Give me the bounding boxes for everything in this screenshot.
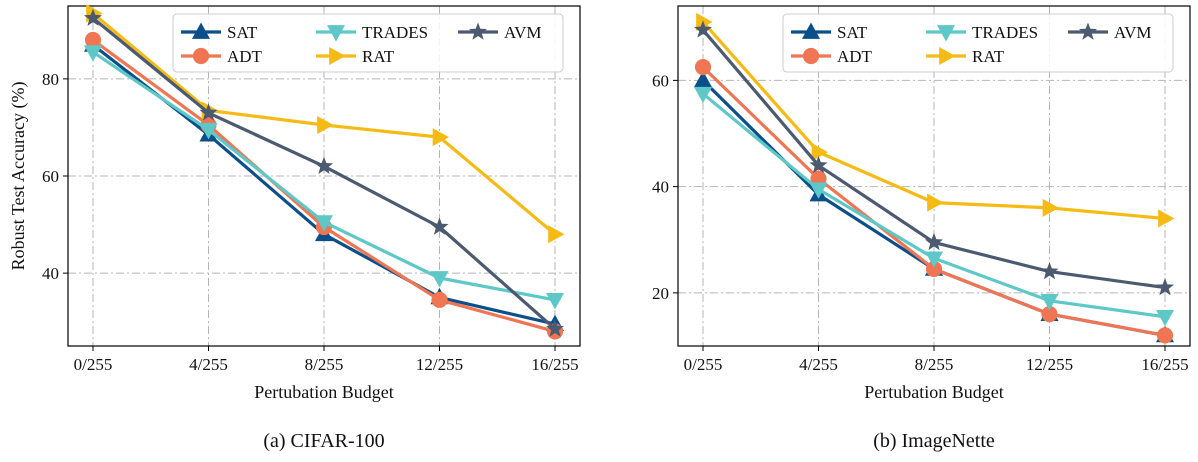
legend-marker-rat [939,46,956,66]
y-tick-label: 20 [652,284,669,303]
data-point-avm [924,232,944,251]
x-tick-label: 8/255 [915,355,954,374]
data-point-rat [317,115,334,135]
data-point-trades [199,123,218,140]
x-axis-label: Pertubation Budget [254,382,393,402]
legend-marker-avm [1078,22,1098,40]
legend-label-adt: ADT [227,47,263,66]
data-point-avm [809,155,828,174]
data-point-rat [927,193,944,212]
legend-label-adt: ADT [837,47,873,66]
data-point-rat [811,143,828,162]
data-point-trades [314,215,334,232]
data-point-adt [1156,327,1174,344]
data-point-adt [694,59,712,76]
legend-label-avm: AVM [1114,23,1151,42]
x-tick-label: 16/255 [1141,355,1188,374]
y-tick-label: 40 [42,264,59,283]
data-point-trades [545,293,565,310]
data-point-avm [430,217,449,235]
data-point-adt [925,260,943,278]
legend-marker-trades [936,25,956,42]
data-point-trades [1040,294,1059,311]
panel-caption: (a) CIFAR-100 [263,430,384,452]
legend-marker-sat [191,22,211,39]
x-axis-label: Pertubation Budget [864,382,1003,402]
y-axis-label: Robust Test Accuracy (%) [8,82,29,271]
legend [782,13,1174,73]
legend-label-sat: SAT [837,23,868,42]
data-point-adt [1041,306,1058,323]
data-point-rat [1042,198,1059,217]
legend-marker-adt [192,47,210,65]
data-point-avm [314,156,334,174]
legend-label-sat: SAT [227,23,258,42]
x-tick-label: 8/255 [305,355,344,374]
chart-panel-2: 0/255 4/255 8/255 12/255 16/255 20 40 60 Pertuba… [652,5,1191,452]
data-point-trades [693,86,713,104]
data-point-trades [809,182,828,199]
y-tick-label: 60 [652,71,669,90]
data-point-rat [432,128,449,147]
x-tick-label: 0/255 [684,355,723,374]
data-point-sat [693,70,713,88]
data-point-avm [1040,262,1059,280]
y-tick-label: 60 [42,167,59,186]
legend [172,13,564,73]
data-point-trades [83,45,103,62]
data-point-trades [1155,309,1175,327]
panel-caption: (b) ImageNette [873,430,995,452]
legend-label-rat: RAT [362,47,395,66]
legend-marker-avm [468,22,488,40]
legend-marker-rat [329,46,346,66]
data-point-rat [1158,209,1175,228]
data-point-adt [84,31,102,49]
x-tick-label: 4/255 [799,355,838,374]
x-tick-label: 12/255 [416,355,463,374]
y-tick-label: 40 [652,178,669,197]
data-point-adt [431,291,448,308]
legend-marker-sat [801,22,821,39]
x-tick-label: 4/255 [189,355,228,374]
data-point-trades [430,271,449,288]
legend-label-avm: AVM [504,23,541,42]
data-point-avm [199,103,218,121]
chart-panel-1: 0/255 4/255 8/255 12/255 16/255 40 60 80 Pertuba… [8,4,581,452]
x-tick-label: 0/255 [74,355,113,374]
x-tick-label: 12/255 [1026,355,1073,374]
x-tick-label: 16/255 [531,355,578,374]
data-point-avm [693,20,713,38]
data-point-rat [548,225,565,244]
data-point-avm [1155,278,1175,296]
y-tick-label: 80 [42,70,59,89]
data-point-rat [696,12,713,31]
legend-label-trades: TRADES [362,23,428,42]
legend-marker-trades [326,25,346,42]
data-point-trades [924,251,944,268]
data-point-avm [83,8,103,26]
data-point-avm [545,319,565,337]
legend-label-rat: RAT [972,47,1005,66]
legend-marker-adt [802,47,820,65]
legend-label-trades: TRADES [972,23,1038,42]
